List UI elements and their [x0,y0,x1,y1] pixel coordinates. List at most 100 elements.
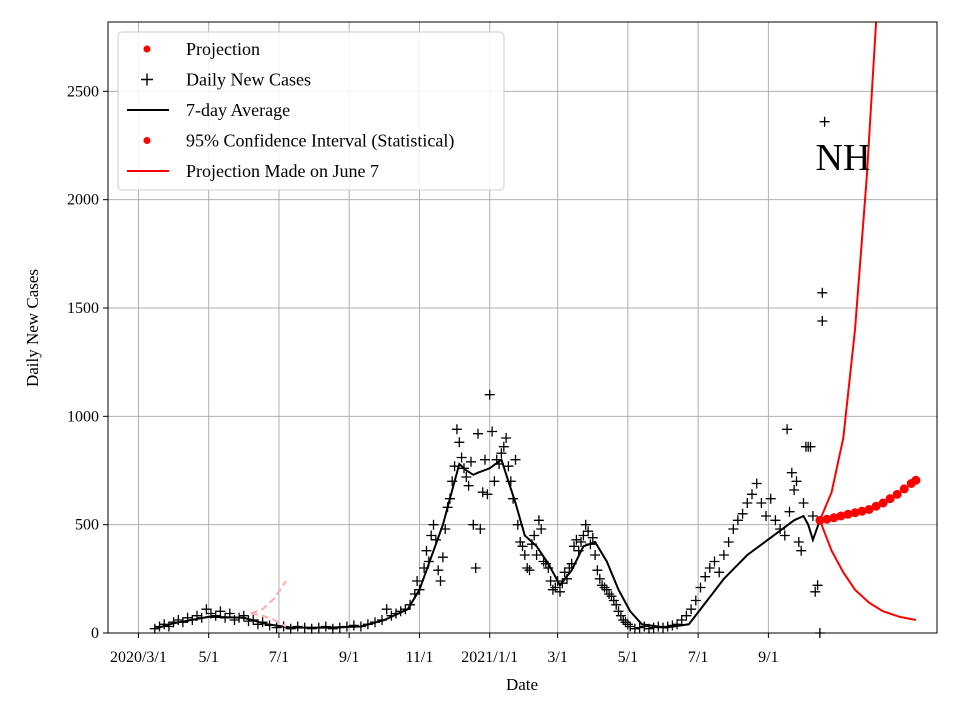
data-point [810,586,821,597]
projection-point [878,498,888,508]
projection-point [885,494,895,504]
legend-label: 7-day Average [186,100,290,120]
projection-point [864,505,874,514]
y-tick-label: 1000 [67,408,99,425]
data-point [807,511,818,521]
legend-entry-4: 95% Confidence Interval (Statistical) [143,131,454,152]
data-point [201,604,212,615]
legend-entry-3: 7-day Average [127,100,290,120]
data-point [515,537,526,547]
data-point [569,541,579,552]
data-point [606,591,617,602]
x-tick-label: 9/1 [339,649,359,666]
legend-dot-icon [143,45,151,53]
data-point [648,622,659,633]
projection-point [899,484,909,494]
data-layer [149,21,921,638]
data-point [475,524,486,534]
data-point [599,582,610,593]
data-point [611,599,622,610]
data-point [590,550,601,560]
data-point [789,485,800,495]
data-point [468,519,479,530]
data-point [784,506,795,517]
data-point [587,532,598,543]
data-point [622,619,633,630]
series-95-confidence-interval-statistical [818,21,878,521]
data-point [503,461,514,472]
y-tick-label: 0 [91,625,99,642]
data-point [690,595,701,606]
data-point [484,389,495,400]
data-point [786,467,797,478]
x-tick-label: 2021/1/1 [461,649,518,666]
data-point [271,622,282,633]
data-point [571,534,582,545]
x-tick-label: 2020/3/1 [110,649,167,666]
x-tick-label: 5/1 [618,649,638,666]
x-tick-label: 9/1 [758,649,778,666]
data-point [529,530,540,541]
y-tick-label: 2000 [67,192,99,209]
data-point [327,623,338,634]
data-point [559,567,570,578]
x-axis-label: Date [506,675,538,694]
data-point [819,116,830,127]
data-point [487,426,498,437]
data-point [555,586,565,597]
data-point [700,571,711,582]
data-point [639,621,650,632]
data-point [761,511,771,521]
data-point [498,441,509,452]
data-point [531,550,542,560]
data-point [473,428,483,439]
data-point [704,563,715,573]
data-point [456,452,467,463]
data-point [578,530,589,541]
legend-label: Daily New Cases [186,70,311,90]
x-tick-label: 7/1 [688,649,708,666]
data-point [428,519,439,530]
data-point [547,584,558,595]
data-point [793,537,804,547]
data-point [421,545,432,556]
series-95-confidence-interval-statistical [818,519,917,621]
plot-frame [107,21,938,634]
data-point [770,515,781,526]
data-point [580,519,591,530]
y-tick-label: 2500 [67,83,99,100]
projection-point [850,508,860,518]
data-point [285,623,296,634]
data-point [238,610,249,621]
data-point [576,537,586,547]
data-point [805,441,816,452]
data-point [426,530,437,541]
data-point [433,565,444,576]
data-point [215,606,226,617]
data-point [709,556,720,567]
data-point [817,316,828,326]
data-point [536,524,547,534]
data-point [625,621,636,632]
y-axis-ticks: 0 500 1000 1500 2000 2500 [67,83,108,642]
data-point [510,454,521,465]
legend-label: Projection Made on June 7 [186,161,379,181]
data-point [791,476,802,487]
data-point [583,526,594,537]
projection-point [843,509,853,519]
data-point [435,576,446,586]
legend-label: 95% Confidence Interval (Statistical) [186,131,454,152]
data-point [728,524,739,534]
data-point [412,576,423,586]
series-projection-made-on-june-7 [250,612,287,628]
data-point [608,595,619,606]
data-point [756,498,767,508]
data-point [601,584,612,595]
95-confidence-interval-statistical-line [818,21,878,521]
data-point [686,604,697,615]
data-point [550,582,561,593]
data-point [723,537,734,547]
legend-entry-1: Projection [143,39,260,59]
data-point [519,550,530,560]
